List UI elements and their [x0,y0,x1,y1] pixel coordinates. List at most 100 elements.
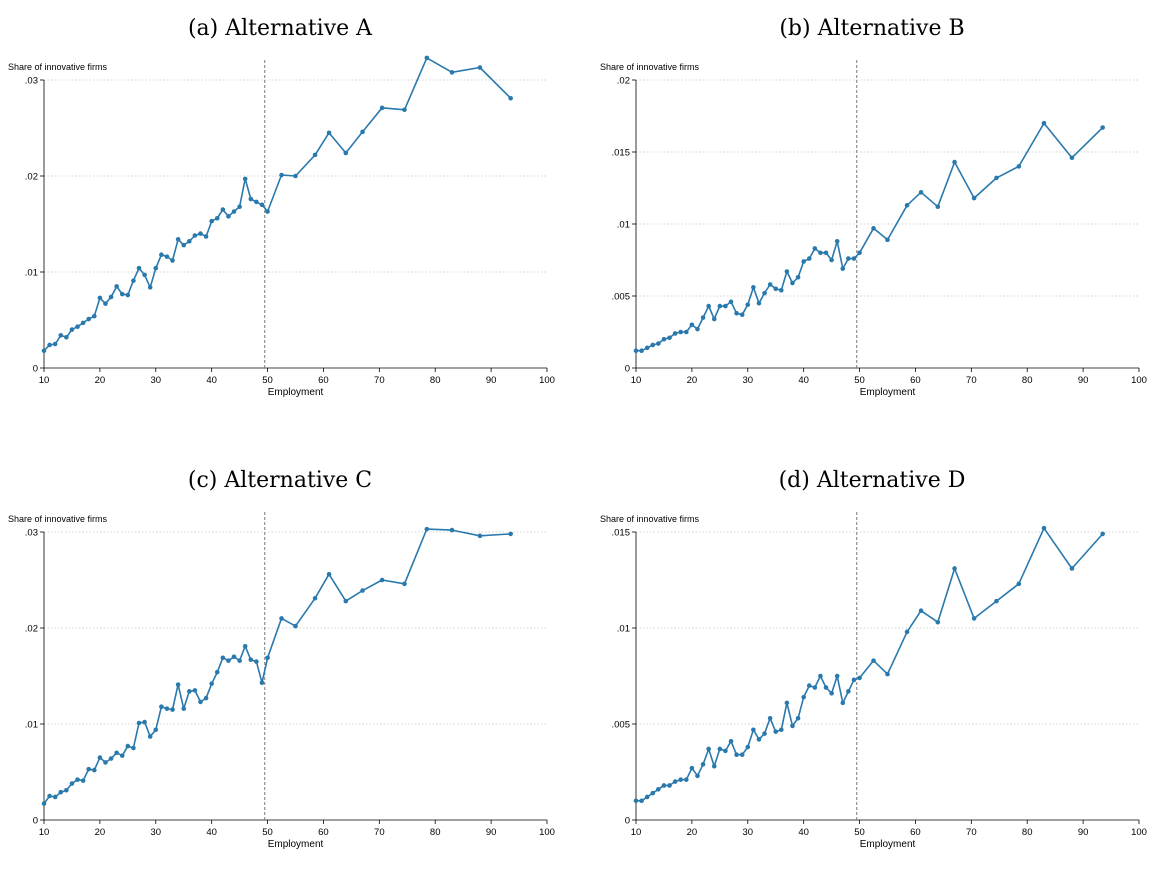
data-point [711,316,717,322]
data-point [170,258,175,263]
data-point [904,629,910,635]
data-point [248,196,254,202]
x-tick-label: 30 [742,375,753,386]
data-point [147,734,153,739]
data-point [220,207,226,212]
data-point [52,341,58,347]
data-point [739,752,745,758]
data-point [254,199,259,205]
data-point [209,681,214,686]
x-tick-label: 70 [966,375,977,386]
data-point [136,265,142,271]
data-point [829,690,834,696]
data-point [672,331,678,336]
data-point [717,303,723,309]
data-point [706,303,711,309]
data-point [846,689,851,694]
data-point [192,233,198,238]
data-point [639,348,644,354]
data-point [656,786,661,792]
chart-title: (a) Alternative A [187,16,373,41]
x-tick-label: 90 [486,375,497,386]
data-point [823,685,829,690]
data-point [477,533,483,539]
data-point [700,762,706,767]
data-point [326,571,332,577]
data-point [689,765,695,771]
data-point [829,257,834,263]
data-point [851,677,857,683]
data-point [75,324,80,330]
y-tick-label: .005 [612,292,631,303]
x-tick-label: 30 [150,827,161,838]
data-point [343,598,349,604]
data-point [114,750,119,756]
data-point [108,294,114,300]
series-line [636,122,1104,352]
y-tick-label: .01 [25,720,38,731]
data-point [734,752,739,758]
data-point [756,737,762,742]
data-point [684,777,689,782]
data-point [119,291,125,297]
x-axis-title: Employment [860,839,916,850]
data-point [181,706,187,711]
chart-title: (b) Alternative B [779,16,965,41]
data-point [52,794,58,800]
data-point [751,285,756,290]
data-point [237,204,242,210]
data-point [153,265,159,271]
y-tick-label: 0 [625,816,630,827]
y-tick-label: .01 [617,220,630,231]
chart-panel-a: (a) Alternative A Share of innovative fi… [0,0,560,432]
data-point [762,731,767,736]
chart-panel-d: (d) Alternative D Share of innovative fi… [592,452,1152,884]
data-point [857,250,862,256]
y-tick-label: 0 [33,816,38,827]
data-point [226,214,231,219]
x-tick-label: 60 [910,375,921,386]
y-tick-label: .01 [617,624,630,635]
data-point [92,767,97,773]
data-point [114,284,119,289]
x-tick-label: 50 [854,827,865,838]
data-point [508,95,513,101]
data-point [695,326,700,332]
data-point [779,287,784,293]
data-point [69,781,75,786]
data-point [728,299,734,305]
x-tick-label: 10 [39,375,50,386]
data-point [175,682,181,687]
data-point [806,683,812,688]
data-point [633,798,639,804]
data-point [971,195,977,201]
data-point [86,766,92,772]
data-point [312,595,318,601]
chart-panel-c: (c) Alternative C Share of innovative fi… [0,452,560,884]
data-point [904,202,910,208]
data-point [226,658,231,663]
data-point [650,342,656,348]
data-point [343,150,349,156]
data-point [717,746,723,752]
data-point [644,794,650,800]
data-point [751,727,756,733]
x-tick-label: 70 [374,827,385,838]
data-point [142,272,147,278]
data-point [181,242,187,248]
data-point [508,531,513,537]
x-tick-label: 60 [318,827,329,838]
data-point [823,250,829,256]
data-point [834,673,840,679]
data-point [723,303,728,309]
data-point [259,680,265,686]
data-point [209,218,214,224]
x-tick-label: 80 [430,375,441,386]
data-point [170,707,175,712]
data-point [379,105,385,111]
data-point [773,729,779,734]
data-point [103,301,108,306]
y-tick-label: .03 [25,528,38,539]
data-point [164,254,170,259]
data-point [971,616,977,621]
